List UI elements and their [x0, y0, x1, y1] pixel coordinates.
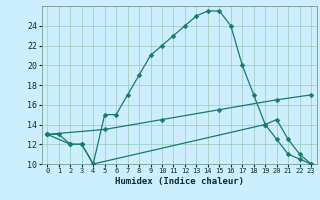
- X-axis label: Humidex (Indice chaleur): Humidex (Indice chaleur): [115, 177, 244, 186]
